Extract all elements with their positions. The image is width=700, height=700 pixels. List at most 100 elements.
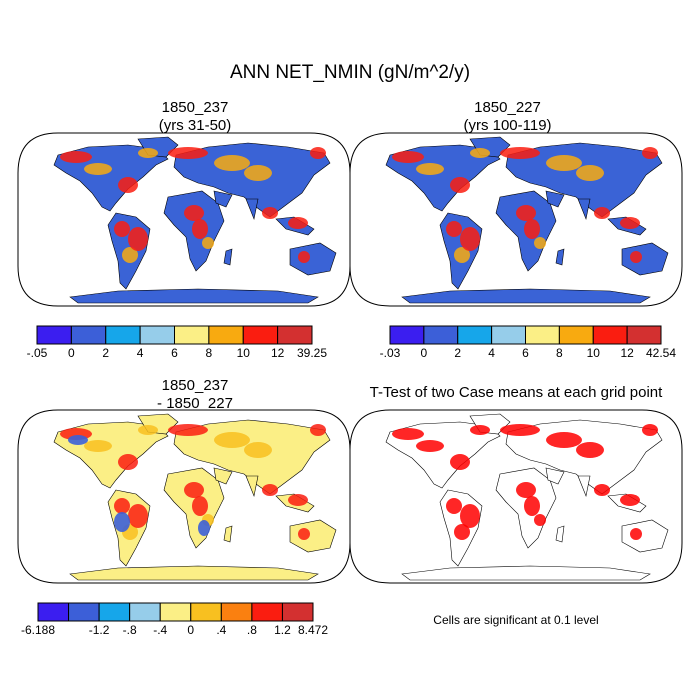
hot-region bbox=[298, 251, 310, 263]
colorbar-tick-label: 0 bbox=[420, 346, 428, 360]
warm-region bbox=[202, 237, 214, 249]
hot-region bbox=[298, 528, 310, 540]
colorbar-swatch bbox=[174, 325, 210, 345]
colorbar-swatch bbox=[98, 602, 131, 622]
map-ttest bbox=[349, 409, 683, 584]
hot-region bbox=[516, 482, 536, 498]
hot-region bbox=[460, 227, 480, 251]
colorbar-swatch bbox=[129, 602, 161, 622]
colorbar-swatch bbox=[105, 325, 141, 345]
hot-region bbox=[192, 219, 208, 239]
warm-region bbox=[122, 247, 138, 263]
hot-region bbox=[460, 504, 480, 528]
colorbar-swatch bbox=[558, 325, 594, 345]
landmass-antarctica bbox=[401, 288, 651, 304]
warm-region bbox=[546, 155, 582, 171]
hot-region bbox=[516, 205, 536, 221]
hot-region bbox=[392, 151, 424, 163]
negative-region bbox=[68, 435, 88, 445]
hot-region bbox=[500, 147, 540, 159]
hot-region bbox=[168, 147, 208, 159]
warm-region bbox=[138, 148, 158, 158]
hot-region bbox=[288, 494, 308, 506]
hot-region bbox=[630, 528, 642, 540]
colorbar-swatch bbox=[277, 325, 313, 345]
colorbar-diff bbox=[37, 602, 314, 622]
panel-title-diff: 1850_237 - 1850_227 bbox=[40, 377, 350, 413]
landmass-india bbox=[245, 198, 259, 221]
colorbar-swatch bbox=[70, 325, 107, 345]
colorbar-tick-label: -.05 bbox=[26, 346, 48, 360]
warm-region bbox=[214, 155, 250, 171]
hot-region bbox=[128, 504, 148, 528]
colorbar-tick-label: 10 bbox=[236, 346, 250, 360]
colorbar-tick-label: -6.188 bbox=[20, 623, 56, 637]
colorbar-swatch bbox=[491, 325, 526, 345]
landmass-antarctica bbox=[401, 565, 651, 581]
colorbar-swatch bbox=[68, 602, 100, 622]
map-case2 bbox=[349, 132, 683, 307]
hot-region bbox=[128, 227, 148, 251]
hot-region bbox=[630, 251, 642, 263]
hot-region bbox=[262, 484, 278, 496]
landmass-madagascar bbox=[555, 525, 565, 543]
landmass-australia bbox=[621, 519, 669, 553]
hot-region bbox=[524, 496, 540, 516]
landmass-arabia bbox=[213, 467, 233, 485]
colorbar-tick-label: -.8 bbox=[122, 623, 137, 637]
colorbar-tick-label: -.03 bbox=[379, 346, 401, 360]
landmass-australia bbox=[289, 519, 337, 553]
map-frame bbox=[349, 132, 683, 307]
warm-region bbox=[84, 440, 112, 452]
colorbar-swatch bbox=[389, 325, 425, 345]
warm-region bbox=[454, 524, 470, 540]
landmass-india bbox=[577, 198, 591, 221]
colorbar-tick-label: 0 bbox=[68, 346, 75, 360]
hot-region bbox=[184, 482, 204, 498]
map-frame bbox=[17, 132, 351, 307]
panel-title-line2: (yrs 100-119) bbox=[463, 117, 552, 134]
hot-region bbox=[450, 177, 470, 193]
hot-region bbox=[310, 424, 326, 436]
colorbar-swatch bbox=[457, 325, 493, 345]
colorbar-swatch bbox=[525, 325, 560, 345]
colorbar-tick-label: 12 bbox=[620, 346, 634, 360]
colorbar-tick-label: 4 bbox=[488, 346, 495, 360]
warm-region bbox=[454, 247, 470, 263]
panel-title-line1: 1850_237 bbox=[161, 99, 229, 116]
map-case1 bbox=[17, 132, 351, 307]
hot-region bbox=[642, 424, 658, 436]
negative-region bbox=[198, 520, 210, 536]
landmass-arabia bbox=[545, 467, 565, 485]
landmass-australia bbox=[289, 242, 337, 276]
landmass-australia bbox=[621, 242, 669, 276]
hot-region bbox=[262, 207, 278, 219]
colorbar-tick-label: 10 bbox=[586, 346, 600, 360]
colorbar-case2 bbox=[389, 325, 662, 345]
colorbar-tick-label: 12 bbox=[270, 346, 285, 360]
hot-region bbox=[60, 151, 92, 163]
landmass-antarctica bbox=[69, 288, 319, 304]
colorbar-swatch bbox=[139, 325, 175, 345]
warm-region bbox=[416, 440, 444, 452]
warm-region bbox=[576, 442, 604, 458]
warm-region bbox=[470, 425, 490, 435]
colorbar-tick-label: 8 bbox=[556, 346, 563, 360]
colorbar-tick-label: 6 bbox=[171, 346, 178, 360]
panel-title-case2: 1850_227 (yrs 100-119) bbox=[355, 99, 660, 135]
hot-region bbox=[446, 498, 462, 514]
colorbar-tick-label: 1.2 bbox=[274, 623, 291, 637]
colorbar-swatch bbox=[220, 602, 253, 622]
warm-region bbox=[214, 432, 250, 448]
hot-region bbox=[288, 217, 308, 229]
colorbar-swatch bbox=[37, 602, 70, 622]
landmass-india bbox=[577, 475, 591, 498]
colorbar-tick-label: .4 bbox=[216, 623, 227, 637]
landmass-madagascar bbox=[555, 248, 565, 266]
negative-region bbox=[114, 512, 130, 532]
panel-title-line2: (yrs 31-50) bbox=[158, 117, 232, 134]
warm-region bbox=[470, 148, 490, 158]
hot-region bbox=[392, 428, 424, 440]
map-frame bbox=[17, 409, 351, 584]
hot-region bbox=[524, 219, 540, 239]
